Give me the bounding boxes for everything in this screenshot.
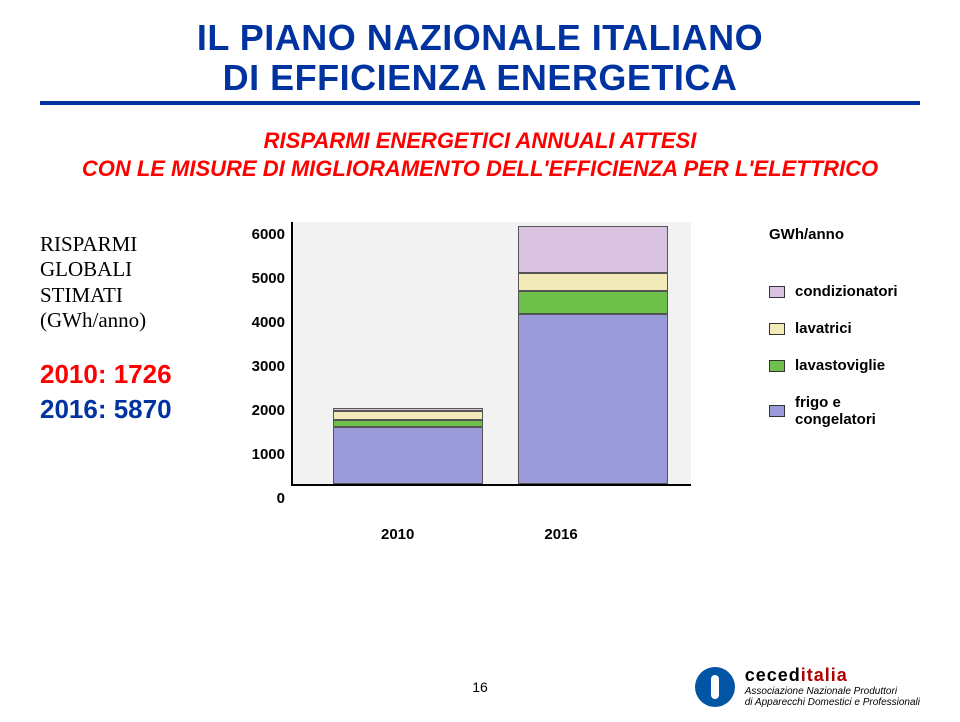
- y-axis: 6000 5000 4000 3000 2000 1000 0: [235, 222, 291, 520]
- ytick-4000: 4000: [252, 300, 291, 344]
- bar-segment-2016-condizionatori: [518, 226, 668, 273]
- x-axis-labels: 2010 2016: [291, 526, 691, 543]
- legend-label-frigo: frigo econgelatori: [795, 394, 876, 429]
- bar-2016: [518, 226, 668, 484]
- xlabel-2010: 2010: [381, 526, 414, 543]
- footer-brand-text: ceceditalia Associazione Nazionale Produ…: [745, 665, 920, 708]
- estimate-heading: RISPARMI GLOBALI STIMATI (GWh/anno): [40, 232, 235, 333]
- legend: GWh/anno condizionatori lavatrici lavastov…: [745, 222, 920, 449]
- brand-b: italia: [801, 665, 848, 685]
- legend-swatch-condizionatori: [769, 286, 785, 298]
- slide-page: IL PIANO NAZIONALE ITALIANO DI EFFICIENZ…: [0, 0, 960, 722]
- bar-2010: [333, 408, 483, 484]
- title-line-1: IL PIANO NAZIONALE ITALIANO: [40, 18, 920, 58]
- ytick-2000: 2000: [252, 388, 291, 432]
- assoc-text: Associazione Nazionale Produttori di App…: [745, 686, 920, 708]
- ytick-5000: 5000: [252, 256, 291, 300]
- heading-l3: STIMATI: [40, 283, 235, 308]
- value-2010: 2010: 1726: [40, 359, 235, 390]
- bar-segment-2010-lavastoviglie: [333, 420, 483, 427]
- body-row: RISPARMI GLOBALI STIMATI (GWh/anno) 2010…: [40, 222, 920, 543]
- bar-segment-2016-frigo: [518, 314, 668, 484]
- logo-icon: [695, 667, 735, 707]
- chart-area: 6000 5000 4000 3000 2000 1000 0: [235, 222, 745, 543]
- bar-segment-2016-lavastoviglie: [518, 291, 668, 314]
- ytick-0: 0: [277, 476, 291, 520]
- legend-title: GWh/anno: [769, 226, 920, 243]
- ytick-3000: 3000: [252, 344, 291, 388]
- subtitle-line-2: CON LE MISURE DI MIGLIORAMENTO DELL'EFFI…: [40, 155, 920, 183]
- legend-swatch-lavatrici: [769, 323, 785, 335]
- bar-segment-2010-frigo: [333, 427, 483, 484]
- xlabel-2016: 2016: [544, 526, 577, 543]
- plot-wrap: [291, 222, 691, 520]
- page-number: 16: [472, 679, 488, 695]
- footer: 16 ceceditalia Associazione Nazionale Pr…: [0, 665, 960, 708]
- legend-item-frigo: frigo econgelatori: [769, 394, 920, 429]
- assoc-l1: Associazione Nazionale Produttori: [745, 686, 920, 697]
- title-underline: [40, 101, 920, 105]
- brand-a: ceced: [745, 665, 801, 685]
- subtitle-block: RISPARMI ENERGETICI ANNUALI ATTESI CON L…: [40, 127, 920, 182]
- footer-logo-block: ceceditalia Associazione Nazionale Produ…: [695, 665, 920, 708]
- ytick-6000: 6000: [252, 212, 291, 256]
- heading-l4: (GWh/anno): [40, 308, 235, 333]
- title-block: IL PIANO NAZIONALE ITALIANO DI EFFICIENZ…: [40, 18, 920, 105]
- ytick-1000: 1000: [252, 432, 291, 476]
- subtitle-line-1: RISPARMI ENERGETICI ANNUALI ATTESI: [40, 127, 920, 155]
- bar-segment-2016-lavatrici: [518, 273, 668, 291]
- legend-label-lavatrici: lavatrici: [795, 320, 852, 337]
- legend-label-lavastoviglie: lavastoviglie: [795, 357, 885, 374]
- title-line-2: DI EFFICIENZA ENERGETICA: [40, 58, 920, 98]
- legend-item-lavatrici: lavatrici: [769, 320, 920, 337]
- heading-l1: RISPARMI: [40, 232, 235, 257]
- left-column: RISPARMI GLOBALI STIMATI (GWh/anno) 2010…: [40, 222, 235, 425]
- value-2016: 2016: 5870: [40, 394, 235, 425]
- assoc-l2: di Apparecchi Domestici e Professionali: [745, 697, 920, 708]
- brand-name: ceceditalia: [745, 665, 920, 686]
- legend-swatch-frigo: [769, 405, 785, 417]
- heading-l2: GLOBALI: [40, 257, 235, 282]
- bar-segment-2010-lavatrici: [333, 411, 483, 421]
- legend-item-lavastoviglie: lavastoviglie: [769, 357, 920, 374]
- plot: [291, 222, 691, 486]
- legend-item-condizionatori: condizionatori: [769, 283, 920, 300]
- legend-label-condizionatori: condizionatori: [795, 283, 898, 300]
- legend-swatch-lavastoviglie: [769, 360, 785, 372]
